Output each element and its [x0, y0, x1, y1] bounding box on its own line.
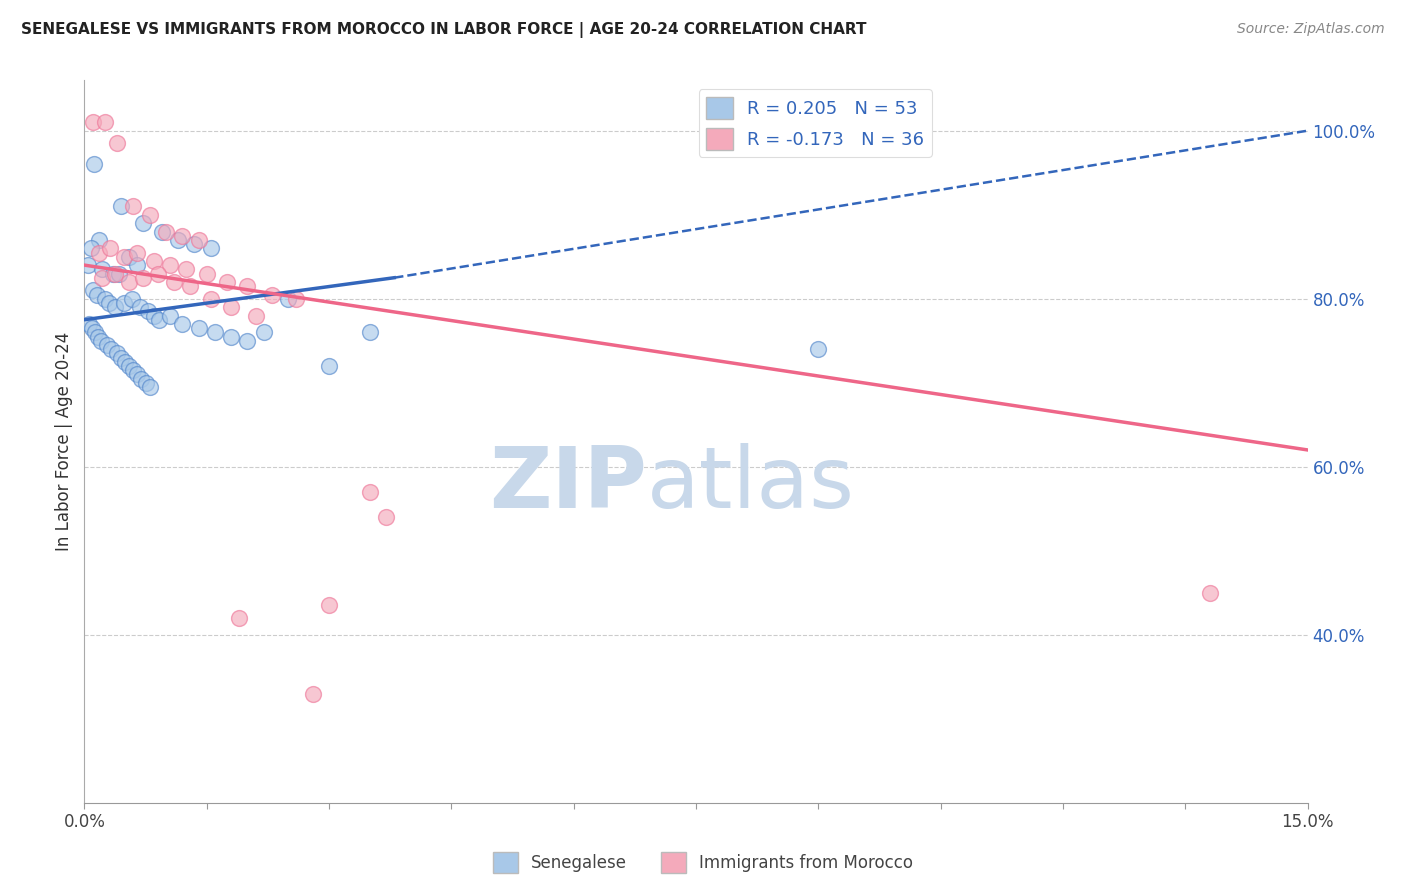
- Point: [80, 241, 103, 255]
- Point: [245, 309, 267, 323]
- Point: [200, 292, 222, 306]
- Point: [86, 287, 108, 301]
- Point: [91, 262, 114, 277]
- Point: [128, 300, 150, 314]
- Point: [359, 485, 381, 500]
- Text: SENEGALESE VS IMMIGRANTS FROM MOROCCO IN LABOR FORCE | AGE 20-24 CORRELATION CHA: SENEGALESE VS IMMIGRANTS FROM MOROCCO IN…: [21, 22, 866, 38]
- Text: Source: ZipAtlas.com: Source: ZipAtlas.com: [1237, 22, 1385, 37]
- Point: [90, 334, 112, 348]
- Point: [84, 326, 107, 340]
- Point: [97, 296, 120, 310]
- Point: [132, 216, 155, 230]
- Point: [118, 275, 141, 289]
- Point: [135, 376, 157, 390]
- Point: [96, 338, 118, 352]
- Point: [146, 267, 169, 281]
- Point: [104, 300, 127, 314]
- Point: [318, 359, 340, 373]
- Point: [122, 199, 145, 213]
- Point: [277, 292, 299, 306]
- Point: [93, 292, 115, 306]
- Point: [172, 228, 194, 243]
- Point: [107, 267, 129, 281]
- Point: [142, 309, 165, 323]
- Point: [110, 199, 132, 213]
- Point: [127, 368, 149, 382]
- Point: [77, 317, 100, 331]
- Point: [375, 510, 398, 524]
- Point: [236, 279, 259, 293]
- Point: [127, 245, 149, 260]
- Point: [87, 245, 110, 260]
- Point: [100, 241, 122, 255]
- Point: [105, 136, 128, 151]
- Point: [93, 115, 115, 129]
- Point: [105, 346, 128, 360]
- Point: [359, 326, 381, 340]
- Point: [1198, 586, 1220, 600]
- Point: [219, 329, 242, 343]
- Point: [301, 687, 323, 701]
- Point: [136, 304, 159, 318]
- Point: [83, 157, 105, 171]
- Point: [187, 321, 209, 335]
- Point: [118, 250, 141, 264]
- Point: [148, 312, 170, 326]
- Point: [200, 241, 222, 255]
- Point: [122, 363, 145, 377]
- Point: [118, 359, 141, 373]
- Point: [87, 233, 110, 247]
- Point: [318, 599, 340, 613]
- Point: [80, 321, 103, 335]
- Point: [100, 342, 122, 356]
- Point: [183, 237, 205, 252]
- Point: [163, 275, 186, 289]
- Point: [174, 262, 197, 277]
- Point: [77, 258, 100, 272]
- Point: [187, 233, 209, 247]
- Point: [236, 334, 259, 348]
- Legend: Senegalese, Immigrants from Morocco: Senegalese, Immigrants from Morocco: [486, 846, 920, 880]
- Point: [112, 296, 135, 310]
- Point: [150, 225, 173, 239]
- Point: [167, 233, 190, 247]
- Point: [172, 317, 194, 331]
- Point: [253, 326, 276, 340]
- Point: [159, 258, 181, 272]
- Text: ZIP: ZIP: [489, 443, 647, 526]
- Point: [260, 287, 283, 301]
- Point: [179, 279, 201, 293]
- Point: [131, 371, 153, 385]
- Legend: R = 0.205   N = 53, R = -0.173   N = 36: R = 0.205 N = 53, R = -0.173 N = 36: [699, 89, 932, 157]
- Point: [142, 253, 165, 268]
- Point: [91, 270, 114, 285]
- Y-axis label: In Labor Force | Age 20-24: In Labor Force | Age 20-24: [55, 332, 73, 551]
- Point: [112, 250, 135, 264]
- Point: [138, 380, 160, 394]
- Point: [155, 225, 177, 239]
- Point: [204, 326, 226, 340]
- Point: [159, 309, 181, 323]
- Point: [132, 270, 155, 285]
- Point: [101, 267, 124, 281]
- Point: [138, 208, 160, 222]
- Text: atlas: atlas: [647, 443, 855, 526]
- Point: [195, 267, 218, 281]
- Point: [219, 300, 242, 314]
- Point: [807, 342, 830, 356]
- Point: [217, 275, 239, 289]
- Point: [110, 351, 132, 365]
- Point: [127, 258, 149, 272]
- Point: [82, 115, 104, 129]
- Point: [104, 267, 127, 281]
- Point: [82, 283, 104, 297]
- Point: [121, 292, 143, 306]
- Point: [285, 292, 308, 306]
- Point: [228, 611, 250, 625]
- Point: [87, 329, 110, 343]
- Point: [114, 355, 136, 369]
